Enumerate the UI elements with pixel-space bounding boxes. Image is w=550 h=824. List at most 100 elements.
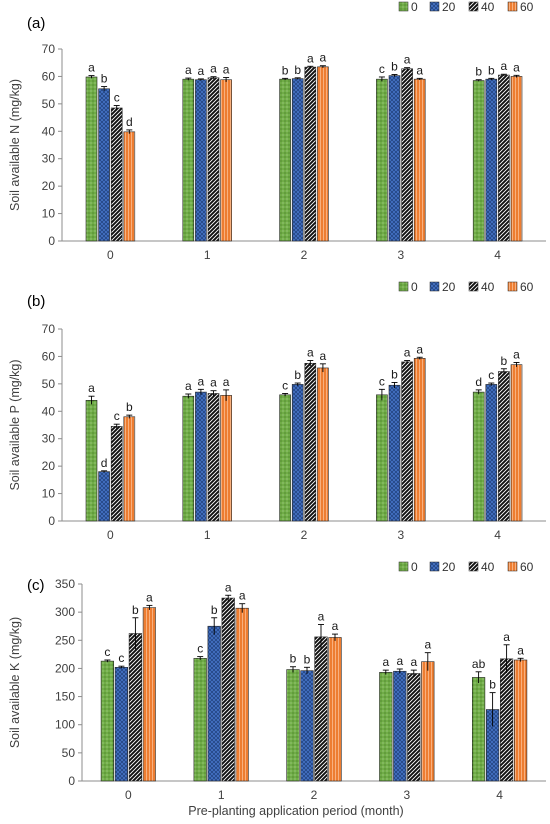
significance-letter: b <box>282 63 289 77</box>
legend-swatch <box>507 1 518 12</box>
significance-letter: b <box>101 72 108 86</box>
bar <box>510 364 523 522</box>
legend-label: 40 <box>481 0 495 14</box>
significance-letter: a <box>517 643 524 657</box>
bar <box>279 78 291 242</box>
significance-letter: b <box>304 652 311 666</box>
y-axis-label: Soil available K (mg/kg) <box>8 617 22 748</box>
legend-swatch <box>398 561 409 572</box>
legend-swatch <box>468 1 479 12</box>
bar <box>413 78 426 242</box>
y-tick-label: 50 <box>42 377 56 391</box>
legend-label: 60 <box>520 0 534 14</box>
y-tick-label: 10 <box>42 487 56 501</box>
significance-letter: b <box>126 400 133 414</box>
y-tick-label: 40 <box>42 404 56 418</box>
significance-letter: a <box>320 349 327 363</box>
significance-letter: a <box>88 381 95 395</box>
x-tick-label: 2 <box>301 528 308 542</box>
bar <box>98 88 110 242</box>
bar <box>195 79 207 242</box>
legend-swatch <box>429 281 440 292</box>
bar <box>182 78 195 242</box>
bar <box>279 394 291 522</box>
bar <box>291 384 304 522</box>
bar <box>300 670 314 782</box>
significance-letter: a <box>307 51 314 65</box>
significance-letter: c <box>282 378 288 392</box>
x-tick-label: 0 <box>107 528 114 542</box>
bar <box>407 673 421 782</box>
y-tick-label: 20 <box>42 179 56 193</box>
bar <box>317 66 329 242</box>
y-tick-label: 20 <box>42 459 56 473</box>
significance-letter: b <box>290 652 297 666</box>
bar <box>221 597 235 782</box>
significance-letter: a <box>416 63 423 77</box>
significance-letter: a <box>185 63 192 77</box>
bar <box>286 669 300 782</box>
significance-letter: d <box>475 375 482 389</box>
x-tick-label: 2 <box>311 788 318 802</box>
bar <box>421 661 435 782</box>
significance-letter: a <box>185 379 192 393</box>
significance-letter: a <box>332 619 339 633</box>
bar <box>376 394 388 522</box>
legend-label: 60 <box>520 280 534 294</box>
bar <box>110 426 123 522</box>
legend-label: 0 <box>411 560 418 574</box>
legend-label: 0 <box>411 280 418 294</box>
bar <box>510 76 523 242</box>
significance-letter: c <box>114 409 120 423</box>
bar <box>98 471 110 522</box>
y-tick-label: 60 <box>42 349 56 363</box>
significance-letter: a <box>501 59 508 73</box>
y-tick-label: 70 <box>42 42 56 56</box>
bar <box>220 395 232 522</box>
legend-label: 20 <box>442 560 456 574</box>
legend-swatch <box>398 281 409 292</box>
y-tick-label: 350 <box>55 577 75 591</box>
significance-letter: c <box>197 642 203 656</box>
significance-letter: d <box>126 115 133 129</box>
bar <box>85 76 98 242</box>
significance-letter: a <box>503 630 510 644</box>
significance-letter: b <box>294 63 301 77</box>
x-tick-label: 3 <box>403 788 410 802</box>
bar <box>128 633 143 782</box>
panel-label: (c) <box>27 577 45 594</box>
y-tick-label: 0 <box>68 774 75 788</box>
bar <box>193 657 207 782</box>
significance-letter: a <box>88 61 95 75</box>
legend-swatch <box>468 561 479 572</box>
x-tick-label: 4 <box>494 528 501 542</box>
bar <box>110 107 123 242</box>
significance-letter: a <box>198 64 205 78</box>
bar <box>499 658 514 782</box>
bar <box>123 131 136 242</box>
y-tick-label: 0 <box>48 514 55 528</box>
bar <box>376 78 388 242</box>
significance-letter: b <box>391 367 398 381</box>
bar <box>393 670 407 782</box>
significance-letter: b <box>294 368 301 382</box>
x-tick-label: 2 <box>301 248 308 262</box>
legend-swatch <box>429 1 440 12</box>
significance-letter: b <box>475 65 482 79</box>
y-tick-label: 300 <box>55 605 75 619</box>
y-tick-label: 40 <box>42 124 56 138</box>
bar <box>114 667 128 782</box>
bar <box>85 400 98 522</box>
x-tick-label: 3 <box>397 528 404 542</box>
y-tick-label: 50 <box>62 746 76 760</box>
significance-letter: a <box>410 655 417 669</box>
legend-label: 20 <box>442 280 456 294</box>
panel-label: (a) <box>27 15 45 32</box>
significance-letter: a <box>210 376 217 390</box>
legend-label: 60 <box>520 560 534 574</box>
y-tick-label: 70 <box>42 322 56 336</box>
y-tick-label: 50 <box>42 97 56 111</box>
significance-letter: a <box>396 654 403 668</box>
